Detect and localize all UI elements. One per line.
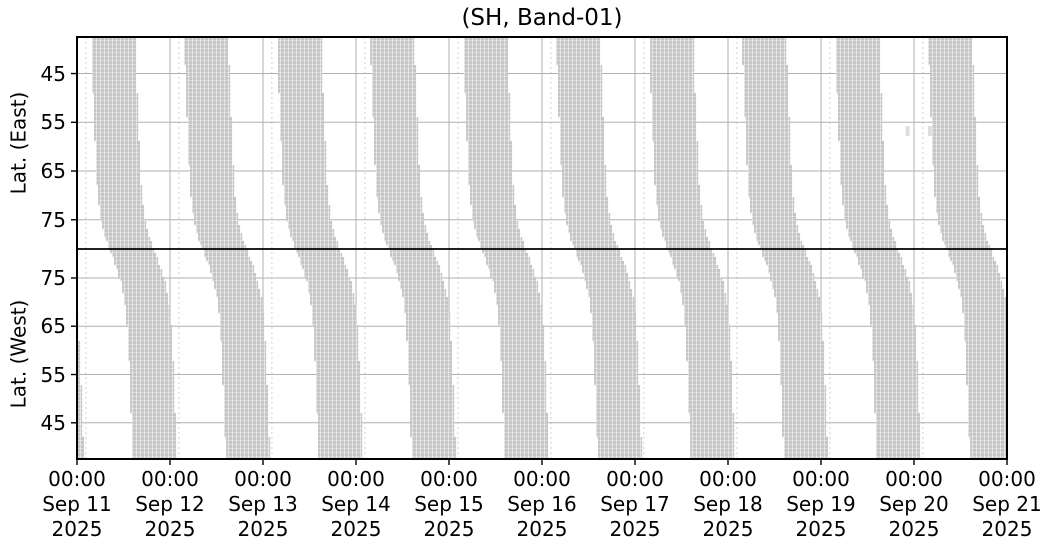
x-tick-time: 00:00 bbox=[885, 467, 943, 491]
x-tick-date: Sep 19 bbox=[786, 492, 856, 516]
x-tick-time: 00:00 bbox=[141, 467, 199, 491]
x-tick-time: 00:00 bbox=[48, 467, 106, 491]
x-tick-date: Sep 21 bbox=[972, 492, 1042, 516]
plot-frame bbox=[76, 36, 1008, 460]
x-tick-date: Sep 18 bbox=[693, 492, 763, 516]
x-tick-label: 00:00 Sep 13 2025 bbox=[213, 467, 313, 542]
gridlines-minor-dashed bbox=[85, 37, 924, 459]
y-tick-label: 75 bbox=[40, 207, 66, 232]
x-tick-label: 00:00 Sep 20 2025 bbox=[864, 467, 964, 542]
x-tick-date: Sep 13 bbox=[228, 492, 298, 516]
y-tick-label: 45 bbox=[40, 61, 66, 86]
x-tick-year: 2025 bbox=[330, 517, 382, 541]
x-tick-year: 2025 bbox=[51, 517, 103, 541]
y-tick-label: 65 bbox=[40, 159, 66, 184]
coverage-band bbox=[464, 37, 549, 459]
x-tick-time: 00:00 bbox=[234, 467, 292, 491]
x-tick-label: 00:00 Sep 12 2025 bbox=[120, 467, 220, 542]
x-tick-year: 2025 bbox=[423, 517, 475, 541]
x-tick-label: 00:00 Sep 21 2025 bbox=[957, 467, 1055, 542]
x-tick-time: 00:00 bbox=[699, 467, 757, 491]
x-tick-time: 00:00 bbox=[606, 467, 664, 491]
coverage-band bbox=[278, 37, 363, 459]
x-tick-time: 00:00 bbox=[978, 467, 1036, 491]
x-tick-label: 00:00 Sep 11 2025 bbox=[27, 467, 127, 542]
x-tick-label: 00:00 Sep 17 2025 bbox=[585, 467, 685, 542]
x-tick-label: 00:00 Sep 15 2025 bbox=[399, 467, 499, 542]
x-tick-date: Sep 12 bbox=[135, 492, 205, 516]
x-tick-time: 00:00 bbox=[327, 467, 385, 491]
x-tick-time: 00:00 bbox=[420, 467, 478, 491]
x-tick-year: 2025 bbox=[237, 517, 289, 541]
x-tick-date: Sep 17 bbox=[600, 492, 670, 516]
x-tick-date: Sep 20 bbox=[879, 492, 949, 516]
x-tick-date: Sep 15 bbox=[414, 492, 484, 516]
x-tick-date: Sep 11 bbox=[42, 492, 112, 516]
coverage-band bbox=[742, 37, 829, 459]
x-tick-year: 2025 bbox=[795, 517, 847, 541]
y-tick-label: 75 bbox=[40, 265, 66, 290]
x-tick-time: 00:00 bbox=[513, 467, 571, 491]
x-tick-year: 2025 bbox=[144, 517, 196, 541]
coverage-band bbox=[836, 37, 921, 459]
x-tick-year: 2025 bbox=[702, 517, 754, 541]
x-tick-time: 00:00 bbox=[792, 467, 850, 491]
x-tick-year: 2025 bbox=[516, 517, 568, 541]
chart-title: (SH, Band-01) bbox=[461, 5, 623, 31]
y-tick-label: 55 bbox=[40, 362, 66, 387]
x-tick-date: Sep 16 bbox=[507, 492, 577, 516]
x-tick-label: 00:00 Sep 18 2025 bbox=[678, 467, 778, 542]
coverage-band bbox=[650, 37, 735, 459]
x-tick-year: 2025 bbox=[609, 517, 661, 541]
coverage-band bbox=[92, 37, 177, 459]
x-tick-year: 2025 bbox=[888, 517, 940, 541]
x-tick-label: 00:00 Sep 14 2025 bbox=[306, 467, 406, 542]
coverage-band bbox=[370, 37, 457, 459]
x-tick-label: 00:00 Sep 16 2025 bbox=[492, 467, 592, 542]
y-tick-label: 45 bbox=[40, 410, 66, 435]
coverage-band bbox=[184, 37, 271, 459]
x-tick-year: 2025 bbox=[981, 517, 1033, 541]
y-tick-label: 65 bbox=[40, 314, 66, 339]
coverage-band bbox=[928, 37, 1007, 459]
data-blips bbox=[905, 126, 932, 137]
y-tick-label: 55 bbox=[40, 110, 66, 135]
x-tick-date: Sep 14 bbox=[321, 492, 391, 516]
x-tick-label: 00:00 Sep 19 2025 bbox=[771, 467, 871, 542]
